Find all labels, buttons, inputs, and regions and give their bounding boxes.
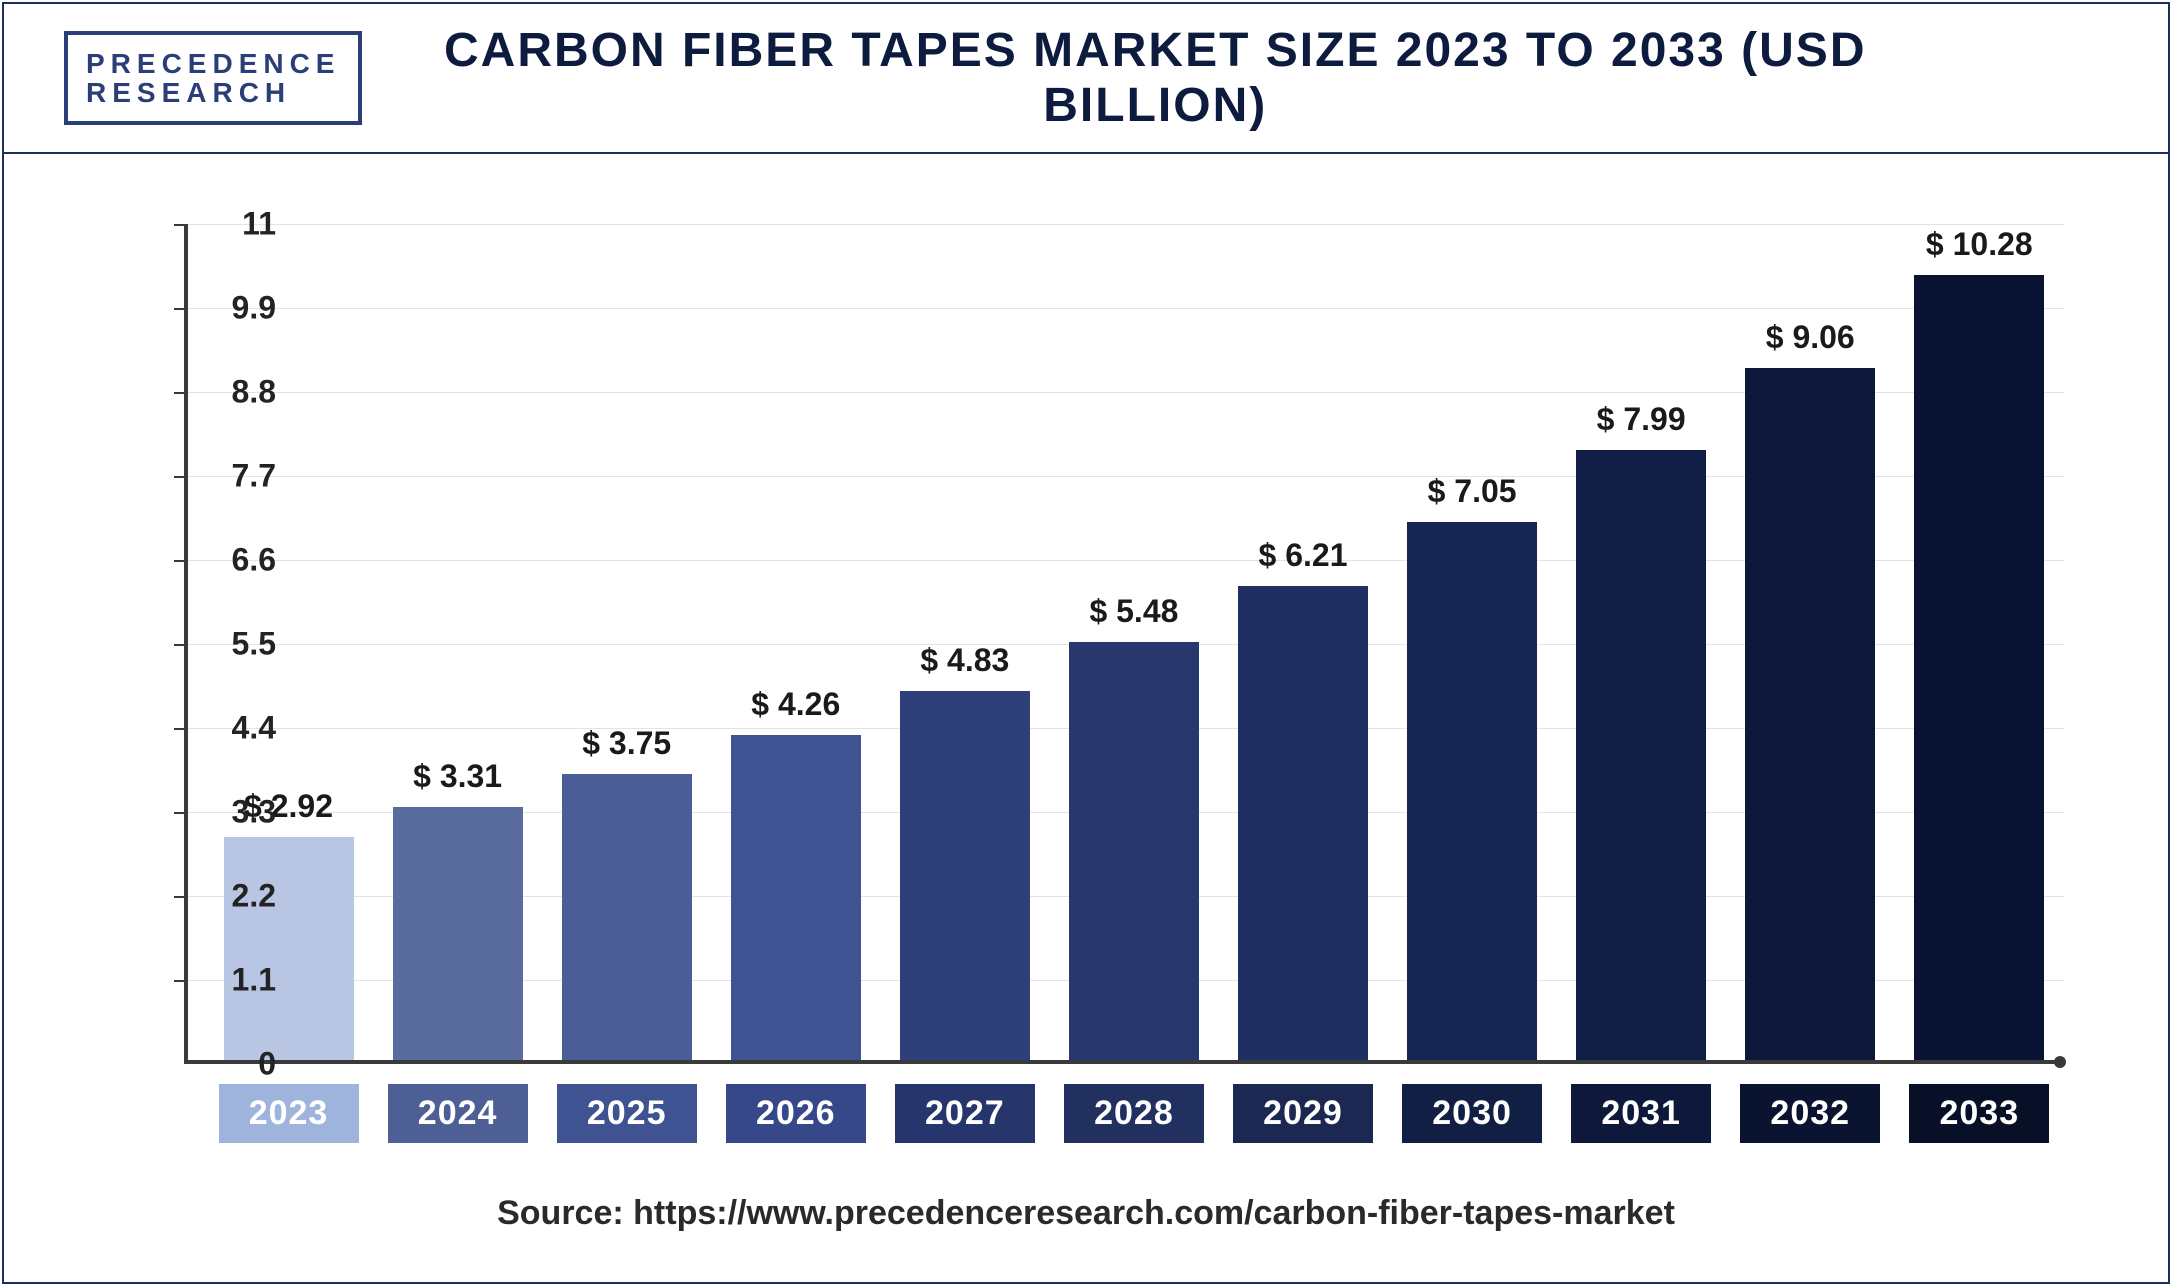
bar-value-label: $ 3.31 [413, 758, 502, 795]
bar-slot: $ 9.06 [1740, 224, 1880, 1060]
bar-value-label: $ 7.99 [1597, 401, 1686, 438]
x-category-label: 2031 [1571, 1084, 1711, 1143]
bar [900, 691, 1030, 1060]
bar-slot: $ 7.05 [1402, 224, 1542, 1060]
y-tick-label: 3.3 [196, 794, 276, 831]
bar-value-label: $ 5.48 [1089, 593, 1178, 630]
x-category-label: 2027 [895, 1084, 1035, 1143]
source-url: https://www.precedenceresearch.com/carbo… [633, 1194, 1675, 1232]
x-category-label: 2033 [1909, 1084, 2049, 1143]
bar-value-label: $ 3.75 [582, 725, 671, 762]
x-category-label: 2024 [388, 1084, 528, 1143]
chart-title: CARBON FIBER TAPES MARKET SIZE 2023 TO 2… [362, 23, 2128, 133]
bar [731, 735, 861, 1060]
bar-slot: $ 6.21 [1233, 224, 1373, 1060]
bar [224, 837, 354, 1060]
bar-slot: $ 7.99 [1571, 224, 1711, 1060]
y-tick-label: 0 [196, 1046, 276, 1083]
x-category-label: 2023 [219, 1084, 359, 1143]
bar-slot: $ 4.83 [895, 224, 1035, 1060]
x-category-label: 2032 [1740, 1084, 1880, 1143]
y-tick-label: 11 [196, 206, 276, 243]
y-tick-label: 7.7 [196, 458, 276, 495]
bar-slot: $ 5.48 [1064, 224, 1204, 1060]
y-tick-label: 8.8 [196, 374, 276, 411]
source-text: Source: https://www.precedenceresearch.c… [4, 1194, 2168, 1233]
bar-slot: $ 3.75 [557, 224, 697, 1060]
y-tick-label: 1.1 [196, 962, 276, 999]
y-tick-label: 5.5 [196, 626, 276, 663]
logo-line2: RESEARCH [86, 78, 340, 107]
bar [1745, 368, 1875, 1060]
chart-frame: PRECEDENCE RESEARCH CARBON FIBER TAPES M… [2, 2, 2170, 1284]
logo: PRECEDENCE RESEARCH [64, 31, 362, 126]
bar-value-label: $ 4.83 [920, 642, 1009, 679]
bar-value-label: $ 4.26 [751, 686, 840, 723]
bar-slot: $ 3.31 [388, 224, 528, 1060]
bar-value-label: $ 7.05 [1428, 473, 1517, 510]
x-category-label: 2026 [726, 1084, 866, 1143]
y-tick-label: 2.2 [196, 878, 276, 915]
chart-plot-area: $ 2.92$ 3.31$ 3.75$ 4.26$ 4.83$ 5.48$ 6.… [184, 224, 2064, 1064]
bar [1914, 275, 2044, 1060]
x-category-label: 2029 [1233, 1084, 1373, 1143]
logo-line1: PRECEDENCE [86, 49, 340, 78]
bar [562, 774, 692, 1060]
bar-value-label: $ 6.21 [1259, 537, 1348, 574]
bar-slot: $ 4.26 [726, 224, 866, 1060]
bar-value-label: $ 10.28 [1926, 226, 2033, 263]
bar [1069, 642, 1199, 1060]
x-category-label: 2028 [1064, 1084, 1204, 1143]
y-tick-label: 4.4 [196, 710, 276, 747]
x-axis-labels: 2023 2024 2025 2026 2027 2028 2029 2030 2031 2032… [204, 1084, 2064, 1143]
y-tick-label: 9.9 [196, 290, 276, 327]
bar-value-label: $ 9.06 [1766, 319, 1855, 356]
y-tick-label: 6.6 [196, 542, 276, 579]
source-prefix: Source: [497, 1194, 633, 1232]
bar [1238, 586, 1368, 1060]
bar-slot: $ 10.28 [1909, 224, 2049, 1060]
bar [393, 807, 523, 1060]
bar [1407, 522, 1537, 1060]
x-axis [184, 1060, 2064, 1064]
header: PRECEDENCE RESEARCH CARBON FIBER TAPES M… [4, 4, 2168, 154]
x-category-label: 2025 [557, 1084, 697, 1143]
bar [1576, 450, 1706, 1060]
bars-container: $ 2.92$ 3.31$ 3.75$ 4.26$ 4.83$ 5.48$ 6.… [204, 224, 2064, 1060]
x-category-label: 2030 [1402, 1084, 1542, 1143]
